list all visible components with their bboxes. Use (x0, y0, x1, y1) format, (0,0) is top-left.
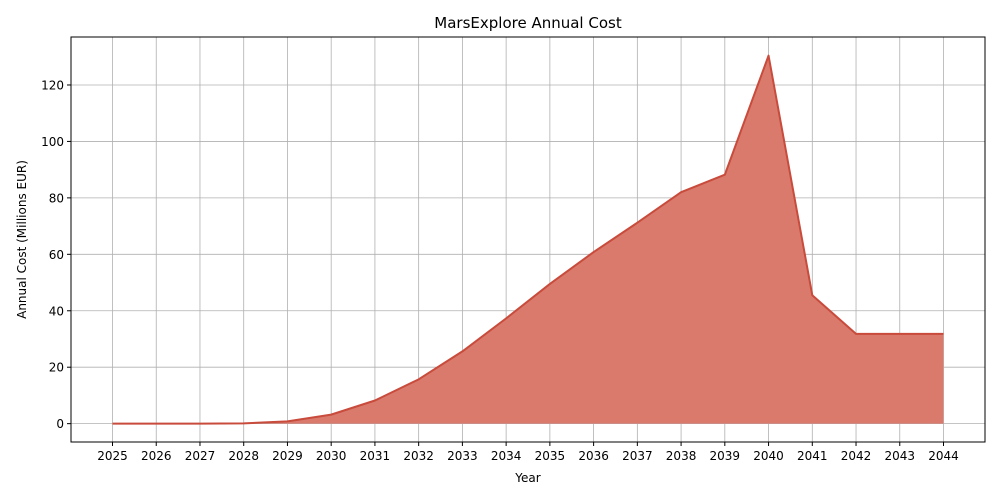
y-tick-label: 20 (49, 361, 64, 375)
x-tick-label: 2030 (316, 449, 347, 463)
area-fill (112, 55, 944, 424)
y-tick-label: 120 (41, 78, 64, 92)
x-axis-label: Year (514, 471, 540, 485)
y-tick-label: 80 (49, 191, 64, 205)
x-tick-label: 2029 (272, 449, 303, 463)
y-axis-ticks: 0 20 40 60 80 100 120 (41, 78, 71, 431)
x-tick-label: 2044 (928, 449, 959, 463)
plot-frame (70, 36, 986, 443)
x-tick-label: 2035 (535, 449, 566, 463)
x-tick-label: 2038 (666, 449, 697, 463)
x-tick-label: 2032 (403, 449, 434, 463)
x-tick-label: 2036 (578, 449, 609, 463)
x-tick-label: 2025 (97, 449, 128, 463)
x-tick-label: 2043 (884, 449, 915, 463)
y-axis-label: Annual Cost (Millions EUR) (15, 160, 29, 319)
x-axis-ticks: 2025 2026 2027 2028 2029 2030 2031 2032 2033 2034… (97, 442, 959, 463)
x-tick-label: 2041 (797, 449, 828, 463)
x-tick-label: 2031 (360, 449, 391, 463)
x-tick-label: 2033 (447, 449, 478, 463)
x-tick-label: 2042 (841, 449, 872, 463)
x-tick-label: 2037 (622, 449, 653, 463)
x-tick-label: 2026 (141, 449, 172, 463)
y-tick-label: 0 (56, 417, 64, 431)
x-tick-label: 2027 (185, 449, 216, 463)
area-series (112, 54, 944, 425)
y-tick-label: 60 (49, 248, 64, 262)
x-tick-label: 2039 (710, 449, 741, 463)
x-tick-label: 2028 (228, 449, 259, 463)
series-line (112, 54, 944, 425)
x-tick-label: 2034 (491, 449, 522, 463)
y-tick-label: 100 (41, 135, 64, 149)
x-tick-label: 2040 (753, 449, 784, 463)
y-tick-label: 40 (49, 304, 64, 318)
chart-title: MarsExplore Annual Cost (434, 14, 622, 32)
